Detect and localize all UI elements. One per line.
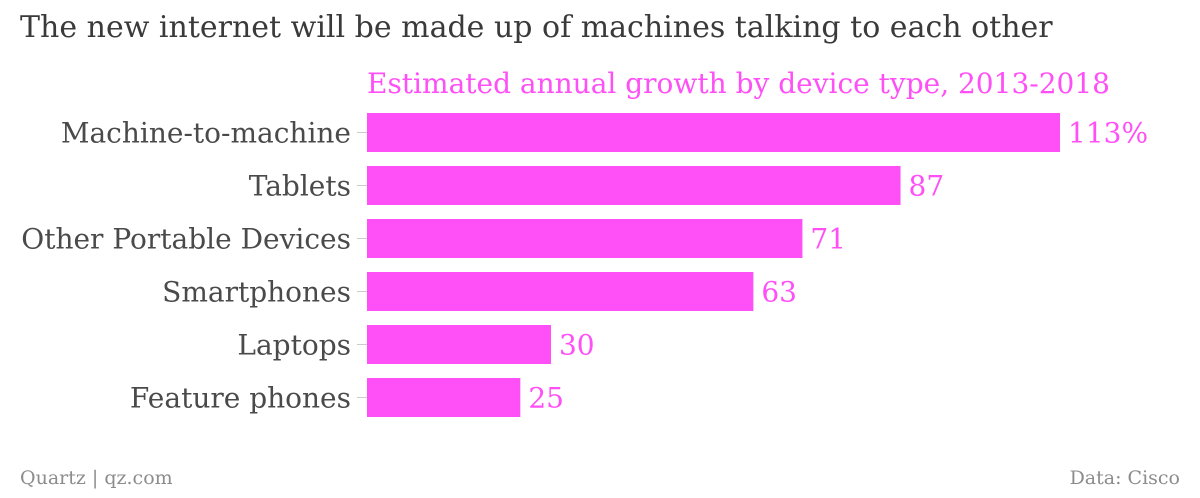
bar	[367, 219, 803, 258]
bar	[367, 378, 521, 417]
value-label: 87	[909, 170, 945, 203]
bar	[367, 113, 1060, 152]
chart-title: The new internet will be made up of mach…	[20, 10, 1053, 45]
data-source: Data: Cisco	[1069, 467, 1180, 489]
category-label: Feature phones	[130, 382, 351, 415]
category-label: Machine-to-machine	[61, 117, 351, 150]
category-label: Tablets	[249, 170, 351, 203]
source-credit: Quartz | qz.com	[20, 467, 173, 489]
bar	[367, 325, 551, 364]
value-label: 113%	[1068, 117, 1148, 150]
value-label: 71	[810, 223, 846, 256]
value-label: 25	[528, 382, 564, 415]
category-label: Other Portable Devices	[21, 223, 351, 256]
category-label: Smartphones	[162, 276, 351, 309]
category-label: Laptops	[237, 329, 351, 362]
chart-subtitle: Estimated annual growth by device type, …	[367, 67, 1110, 100]
bar	[367, 272, 754, 311]
value-label: 30	[559, 329, 595, 362]
bar	[367, 166, 901, 205]
value-label: 63	[761, 276, 797, 309]
